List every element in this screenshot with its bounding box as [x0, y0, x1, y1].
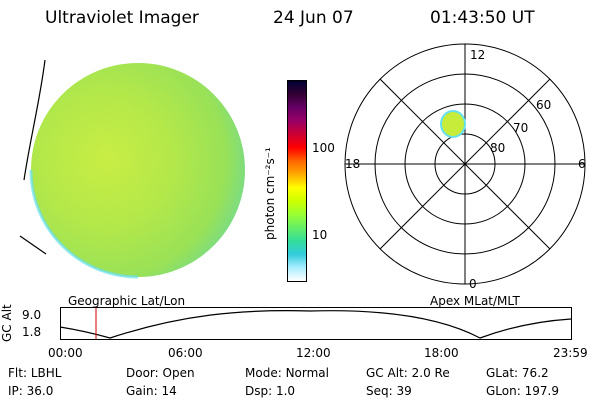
status-ip: IP: 36.0 [8, 384, 54, 398]
terminator-line [23, 59, 46, 181]
orbit-altitude-curve [60, 310, 572, 339]
status-mode: Mode: Normal [245, 366, 329, 380]
orbit-plot [60, 307, 572, 340]
orbit-x-tick-0000: 00:00 [48, 346, 83, 360]
date-label: 24 Jun 07 [273, 8, 354, 28]
orbit-plot-frame [60, 307, 572, 340]
limb-edge [29, 169, 139, 279]
polar-diagonal-2 [379, 78, 551, 250]
colorbar-gradient [288, 81, 306, 281]
orbit-right-label: Apex MLat/MLT [430, 294, 520, 308]
status-door: Door: Open [126, 366, 195, 380]
orbit-y-tick-low: 1.8 [22, 325, 42, 339]
mlt-label-18: 18 [345, 157, 361, 171]
orbit-x-tick-2359: 23:59 [553, 346, 588, 360]
status-dsp: Dsp: 1.0 [245, 384, 296, 398]
time-label: 01:43:50 UT [430, 8, 535, 28]
status-glat: GLat: 76.2 [486, 366, 549, 380]
orbit-x-tick-0600: 06:00 [168, 346, 203, 360]
orbit-x-tick-1200: 12:00 [296, 346, 331, 360]
polar-plot [344, 43, 586, 285]
orbit-y-axis-label: GC Alt [0, 304, 14, 342]
lat-label-60: 60 [536, 98, 552, 112]
auroral-patch [440, 110, 466, 138]
status-glon: GLon: 197.9 [486, 384, 559, 398]
status-seq: Seq: 39 [366, 384, 412, 398]
status-gc-alt: GC Alt: 2.0 Re [366, 366, 450, 380]
status-flt: Flt: LBHL [8, 366, 62, 380]
mlt-label-6: 6 [578, 157, 586, 171]
orbit-left-label: Geographic Lat/Lon [68, 294, 186, 308]
mlt-label-12: 12 [470, 48, 486, 62]
lat-label-80: 80 [490, 141, 506, 155]
colorbar-tick-10: 10 [312, 228, 328, 242]
uv-earth-image [19, 59, 245, 279]
orbit-y-tick-high: 9.0 [22, 308, 42, 322]
instrument-title: Ultraviolet Imager [45, 8, 199, 28]
orbit-x-tick-1800: 18:00 [424, 346, 459, 360]
coast-line [19, 235, 47, 255]
status-gain: Gain: 14 [126, 384, 177, 398]
lat-label-70: 70 [513, 121, 529, 135]
colorbar-unit-label: photon cm⁻²s⁻¹ [263, 147, 277, 240]
earth-disk-texture [31, 63, 245, 277]
mlt-label-0: 0 [469, 277, 477, 291]
colorbar [287, 80, 307, 282]
colorbar-tick-100: 100 [312, 141, 335, 155]
